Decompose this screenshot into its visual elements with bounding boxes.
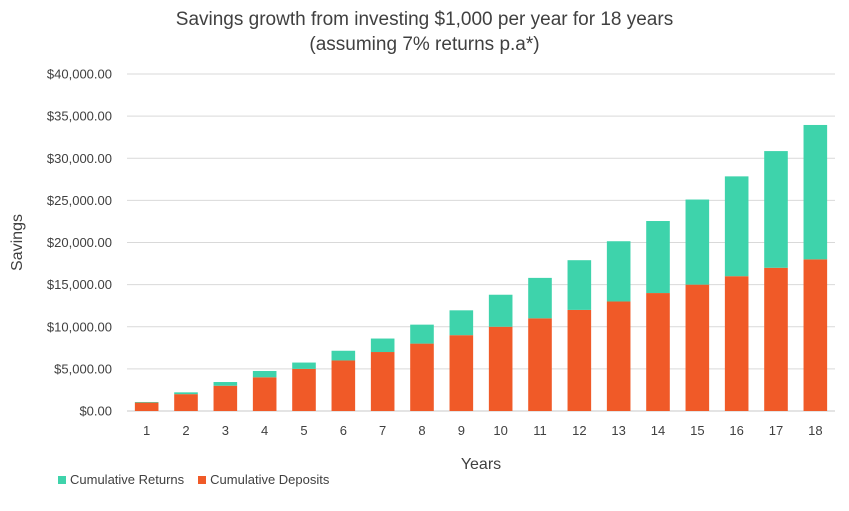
x-tick-label: 2 xyxy=(182,423,189,438)
x-tick-label: 5 xyxy=(300,423,307,438)
x-tick-label: 1 xyxy=(143,423,150,438)
bar-returns xyxy=(488,294,513,327)
bar-deposits xyxy=(370,352,395,411)
bar-returns xyxy=(724,176,749,277)
y-tick-label: $0.00 xyxy=(79,404,112,419)
bar-returns xyxy=(292,362,316,369)
bar-returns xyxy=(528,277,552,319)
bar-deposits xyxy=(292,368,316,411)
legend-item-deposits: Cumulative Deposits xyxy=(198,472,329,487)
legend-swatch-returns xyxy=(58,475,66,484)
chart-subtitle: (assuming 7% returns p.a*) xyxy=(309,34,540,55)
bar-deposits xyxy=(331,360,356,411)
bar-deposits xyxy=(174,394,198,411)
y-tick-label: $5,000.00 xyxy=(54,361,112,376)
legend-swatch-deposits xyxy=(198,475,207,484)
bar-returns xyxy=(646,221,670,294)
bar-returns xyxy=(685,199,710,285)
x-tick-label: 9 xyxy=(458,423,465,438)
bar-returns xyxy=(252,370,277,378)
x-tick-label: 14 xyxy=(651,423,665,438)
x-tick-label: 18 xyxy=(808,423,822,438)
x-tick-label: 6 xyxy=(340,423,347,438)
x-tick-label: 4 xyxy=(261,423,268,438)
x-tick-label: 7 xyxy=(379,423,386,438)
legend-item-returns: Cumulative Returns xyxy=(58,472,184,487)
x-tick-label: 3 xyxy=(222,423,229,438)
y-tick-label: $30,000.00 xyxy=(47,151,112,166)
bar-returns xyxy=(449,310,474,336)
bar-deposits xyxy=(764,267,788,411)
bar-returns xyxy=(410,324,434,344)
bar-deposits xyxy=(567,309,592,411)
x-tick-label: 17 xyxy=(769,423,783,438)
bar-returns xyxy=(331,350,356,361)
bar-deposits xyxy=(685,284,710,411)
bar-deposits xyxy=(410,343,434,411)
bar-deposits xyxy=(606,301,631,411)
bar-returns xyxy=(174,392,198,395)
y-tick-label: $20,000.00 xyxy=(47,235,112,250)
bar-deposits xyxy=(724,276,749,411)
x-tick-label: 13 xyxy=(611,423,625,438)
bar-deposits xyxy=(134,402,159,411)
bar-deposits xyxy=(646,293,670,411)
x-axis-title: Years xyxy=(461,456,501,473)
x-tick-label: 12 xyxy=(572,423,586,438)
bar-deposits xyxy=(213,385,238,411)
bar-deposits xyxy=(449,335,474,411)
bar-deposits xyxy=(803,259,828,411)
x-tick-label: 15 xyxy=(690,423,704,438)
bar-returns xyxy=(567,260,592,310)
y-tick-label: $15,000.00 xyxy=(47,277,112,292)
x-tick-label: 10 xyxy=(493,423,507,438)
bar-returns xyxy=(606,241,631,302)
y-axis-title: Savings xyxy=(9,214,26,271)
bar-returns xyxy=(213,382,238,386)
y-tick-label: $35,000.00 xyxy=(47,109,112,124)
legend-label-deposits: Cumulative Deposits xyxy=(210,472,330,487)
bar-deposits xyxy=(528,318,552,411)
y-tick-label: $25,000.00 xyxy=(47,193,112,208)
bar-returns xyxy=(370,338,395,353)
x-tick-label: 8 xyxy=(418,423,425,438)
bar-returns xyxy=(803,124,828,260)
x-tick-label: 11 xyxy=(533,423,547,438)
bar-returns xyxy=(134,401,159,403)
x-tick-label: 16 xyxy=(729,423,743,438)
bar-deposits xyxy=(252,377,277,411)
legend-label-returns: Cumulative Returns xyxy=(70,472,185,487)
legend: Cumulative Returns Cumulative Deposits xyxy=(58,472,329,487)
bar-deposits xyxy=(488,326,513,411)
chart-title: Savings growth from investing $1,000 per… xyxy=(175,9,674,30)
bar-returns xyxy=(764,151,788,268)
y-tick-label: $10,000.00 xyxy=(47,319,112,334)
y-tick-label: $40,000.00 xyxy=(47,67,112,82)
